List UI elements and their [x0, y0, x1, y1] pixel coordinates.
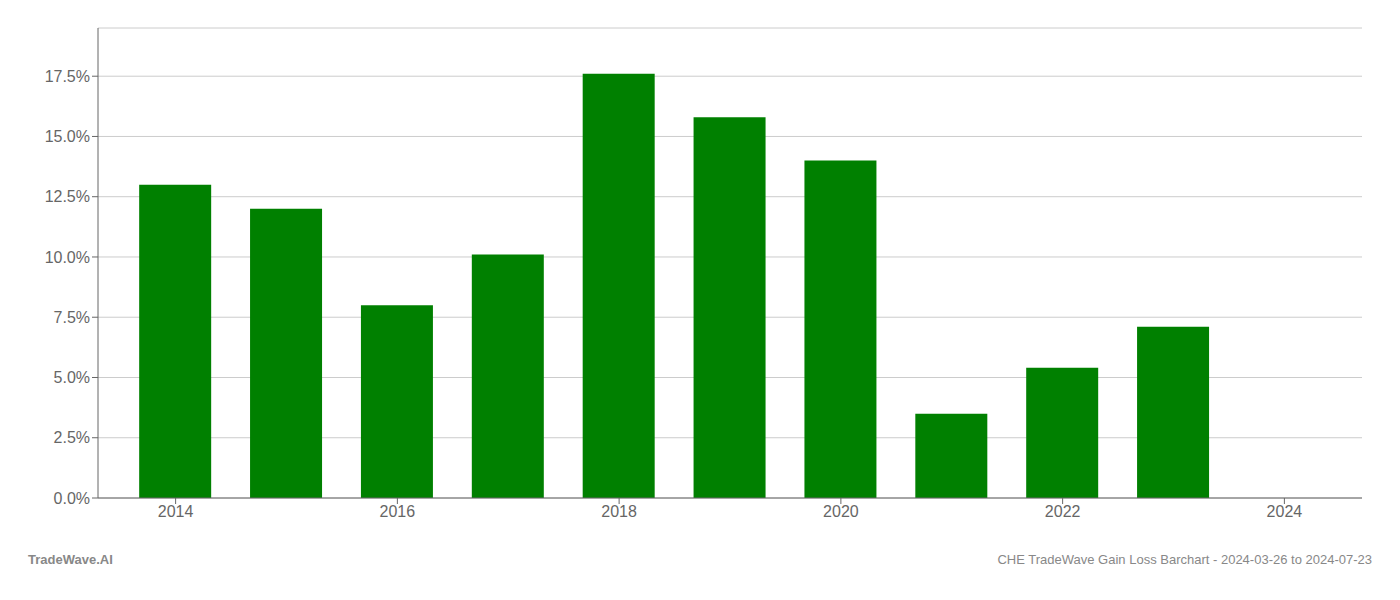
svg-text:7.5%: 7.5%: [54, 309, 90, 326]
svg-text:2.5%: 2.5%: [54, 429, 90, 446]
svg-text:2014: 2014: [158, 503, 194, 520]
html-text:CHE TradeWave Gain Loss Barcha: CHE TradeWave Gain Loss Barchart - 2024-…: [997, 552, 1372, 567]
svg-text:12.5%: 12.5%: [45, 188, 90, 205]
svg-text:2020: 2020: [823, 503, 859, 520]
svg-text:17.5%: 17.5%: [45, 68, 90, 85]
svg-text:2018: 2018: [601, 503, 637, 520]
svg-text:10.0%: 10.0%: [45, 249, 90, 266]
svg-text:2024: 2024: [1267, 503, 1303, 520]
html-text:TradeWave.AI: TradeWave.AI: [28, 552, 113, 567]
svg-text:0.0%: 0.0%: [54, 490, 90, 507]
svg-text:2022: 2022: [1045, 503, 1081, 520]
svg-text:5.0%: 5.0%: [54, 369, 90, 386]
svg-text:15.0%: 15.0%: [45, 128, 90, 145]
svg-text:2016: 2016: [380, 503, 416, 520]
